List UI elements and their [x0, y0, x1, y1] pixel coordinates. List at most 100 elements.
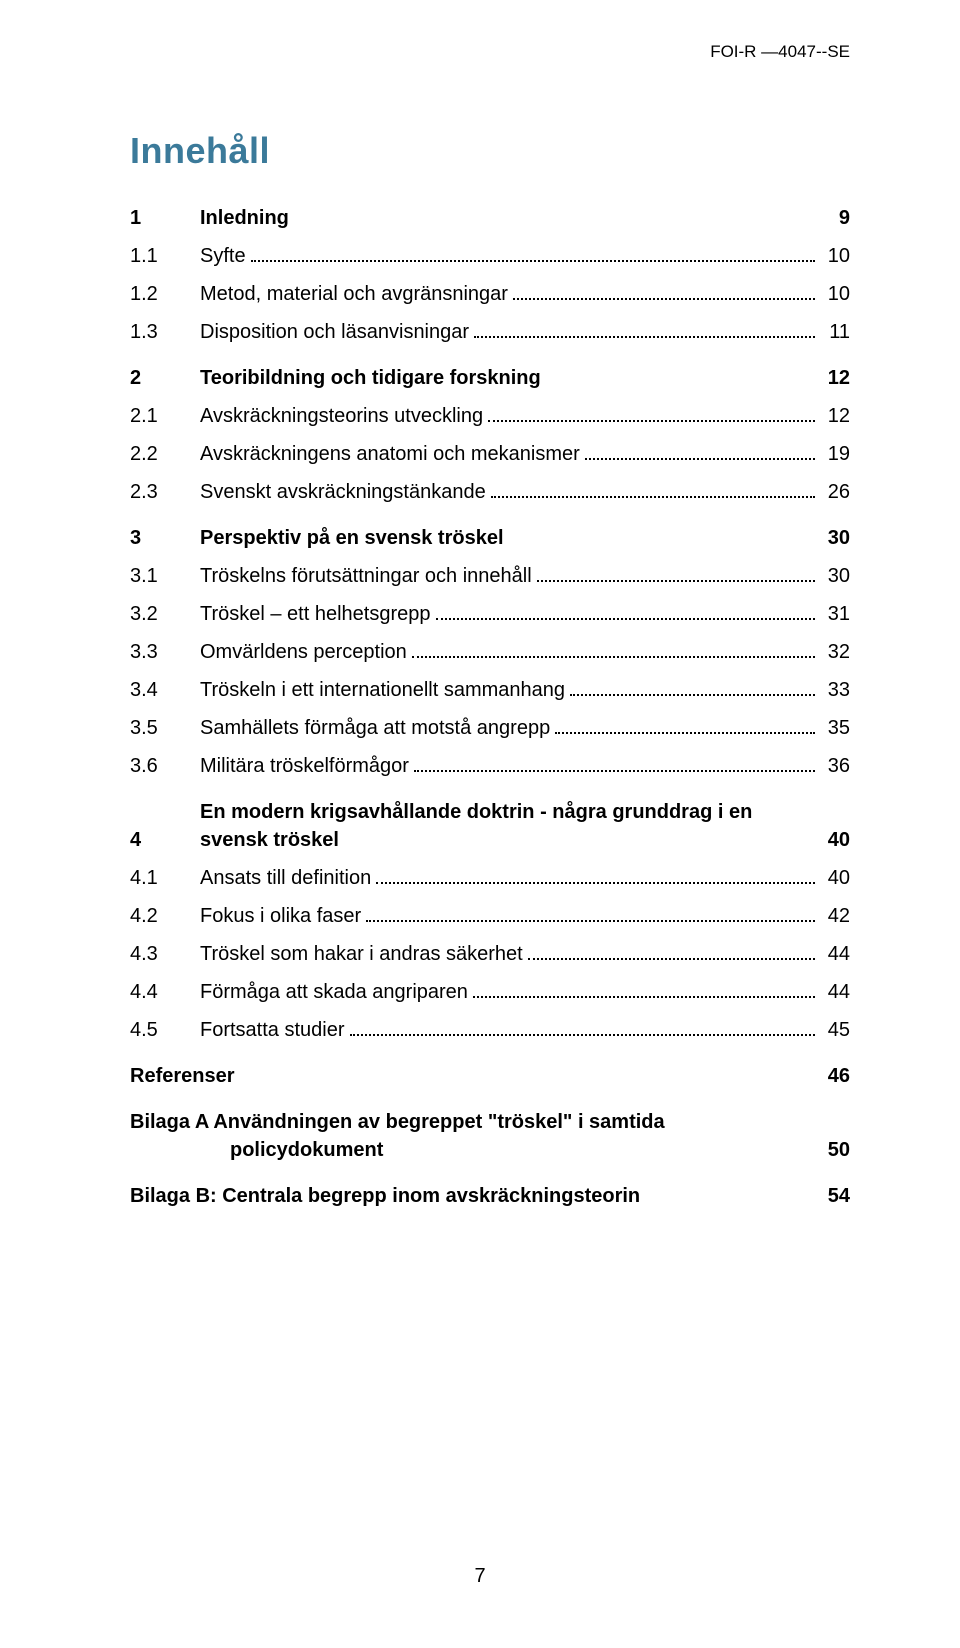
toc-leader [350, 1034, 815, 1036]
toc-section-label: En modern krigsavhållande doktrin - någr… [200, 798, 752, 854]
toc-page-number: 46 [820, 1062, 850, 1090]
toc-page-number: 11 [820, 318, 850, 346]
toc-entry: 3.2Tröskel – ett helhetsgrepp31 [130, 600, 850, 628]
toc-entry: 4.5Fortsatta studier 45 [130, 1016, 850, 1044]
toc-subsection-label: Avskräckningsteorins utveckling [200, 402, 483, 430]
toc-page-number: 40 [820, 826, 850, 854]
toc-subsection-label: Metod, material och avgränsningar [200, 280, 508, 308]
toc-entry: 1.3Disposition och läsanvisningar 11 [130, 318, 850, 346]
toc-page-number: 42 [820, 902, 850, 930]
toc-entry: 4.2Fokus i olika faser42 [130, 902, 850, 930]
toc-page-number: 26 [820, 478, 850, 506]
toc-page-number: 30 [820, 524, 850, 552]
toc-subsection-number: 4.5 [130, 1016, 200, 1044]
toc-leader [376, 882, 815, 884]
toc-subsection-number: 1.1 [130, 242, 200, 270]
page-number: 7 [0, 1565, 960, 1588]
toc-entry: 1.2Metod, material och avgränsningar 10 [130, 280, 850, 308]
toc-leader [473, 996, 815, 998]
toc-entry: 3Perspektiv på en svensk tröskel 30 [130, 524, 850, 552]
toc-title: Innehåll [130, 130, 850, 172]
toc-leader [474, 336, 815, 338]
toc-entry: 4.1Ansats till definition 40 [130, 864, 850, 892]
toc-entry: 2Teoribildning och tidigare forskning 12 [130, 364, 850, 392]
toc-leader [366, 920, 815, 922]
toc-subsection-label: Omvärldens perception [200, 638, 407, 666]
toc-subsection-label: Avskräckningens anatomi och mekanismer [200, 440, 580, 468]
toc-leader [528, 958, 815, 960]
toc-container: Innehåll 1Inledning9 1.1Syfte10 1.2Metod, … [0, 0, 960, 1210]
toc-leader [570, 694, 815, 696]
toc-entry: 3.5Samhällets förmåga att motstå angrepp… [130, 714, 850, 742]
toc-subsection-label: Disposition och läsanvisningar [200, 318, 469, 346]
toc-entry: 4.4Förmåga att skada angriparen44 [130, 978, 850, 1006]
toc-leader [414, 770, 815, 772]
toc-subsection-number: 3.3 [130, 638, 200, 666]
header-report-code: FOI-R —4047--SE [710, 42, 850, 62]
toc-subsection-label: Tröskelns förutsättningar och innehåll [200, 562, 532, 590]
toc-entry: 2.2Avskräckningens anatomi och mekanisme… [130, 440, 850, 468]
toc-entry: 2.3Svenskt avskräckningstänkande26 [130, 478, 850, 506]
toc-page-number: 35 [820, 714, 850, 742]
toc-subsection-label: Militära tröskelförmågor [200, 752, 409, 780]
toc-subsection-label: Samhällets förmåga att motstå angrepp [200, 714, 550, 742]
toc-leader [537, 580, 815, 582]
toc-leader [251, 260, 815, 262]
toc-subsection-number: 2.2 [130, 440, 200, 468]
toc-entry: 2.1Avskräckningsteorins utveckling 12 [130, 402, 850, 430]
toc-page-number: 45 [820, 1016, 850, 1044]
toc-page-number: 54 [820, 1182, 850, 1210]
toc-subsection-label: Fortsatta studier [200, 1016, 345, 1044]
toc-page-number: 33 [820, 676, 850, 704]
toc-leader [585, 458, 815, 460]
toc-page-number: 10 [820, 242, 850, 270]
toc-entry: 1Inledning9 [130, 204, 850, 232]
toc-subsection-number: 3.5 [130, 714, 200, 742]
toc-entry: 1.1Syfte10 [130, 242, 850, 270]
toc-subsection-number: 4.1 [130, 864, 200, 892]
toc-page-number: 12 [820, 364, 850, 392]
toc-entry: Bilaga A Användningen av begreppet "trös… [130, 1108, 850, 1164]
toc-subsection-number: 3.4 [130, 676, 200, 704]
toc-page-number: 19 [820, 440, 850, 468]
toc-page-number: 30 [820, 562, 850, 590]
toc-section-number: 3 [130, 524, 200, 552]
toc-subsection-number: 1.2 [130, 280, 200, 308]
toc-page-number: 12 [820, 402, 850, 430]
toc-entry: 3.4Tröskeln i ett internationellt samman… [130, 676, 850, 704]
toc-subsection-number: 2.1 [130, 402, 200, 430]
toc-section-number: 4 [130, 826, 200, 854]
toc-subsection-label: Ansats till definition [200, 864, 371, 892]
toc-subsection-label: Tröskel som hakar i andras säkerhet [200, 940, 523, 968]
toc-subsection-number: 1.3 [130, 318, 200, 346]
toc-subsection-number: 2.3 [130, 478, 200, 506]
toc-section-number: 2 [130, 364, 200, 392]
toc-section-label: Perspektiv på en svensk tröskel [200, 524, 504, 552]
toc-page-number: 10 [820, 280, 850, 308]
toc-entry: 3.6Militära tröskelförmågor36 [130, 752, 850, 780]
toc-entry: 4En modern krigsavhållande doktrin - någ… [130, 798, 850, 854]
toc-page-number: 44 [820, 978, 850, 1006]
toc-page-number: 44 [820, 940, 850, 968]
toc-entry: 3.3Omvärldens perception 32 [130, 638, 850, 666]
toc-page-number: 31 [820, 600, 850, 628]
toc-page-number: 40 [820, 864, 850, 892]
toc-leader [513, 298, 815, 300]
toc-leader [491, 496, 815, 498]
toc-entry: Bilaga B: Centrala begrepp inom avskräck… [130, 1182, 850, 1210]
toc-section-number: 1 [130, 204, 200, 232]
toc-subsection-label: Fokus i olika faser [200, 902, 361, 930]
toc-section-label: Teoribildning och tidigare forskning [200, 364, 541, 392]
toc-subsection-label: Förmåga att skada angriparen [200, 978, 468, 1006]
toc-leader [412, 656, 815, 658]
toc-appendix-label: Bilaga A Användningen av begreppet "trös… [130, 1108, 665, 1164]
toc-section-label: Inledning [200, 204, 289, 232]
toc-section-label: Bilaga B: Centrala begrepp inom avskräck… [130, 1182, 640, 1210]
toc-entry: 3.1Tröskelns förutsättningar och innehål… [130, 562, 850, 590]
toc-page-number: 36 [820, 752, 850, 780]
toc-subsection-number: 4.3 [130, 940, 200, 968]
toc-entry: 4.3Tröskel som hakar i andras säkerhet 44 [130, 940, 850, 968]
toc-subsection-label: Tröskel – ett helhetsgrepp [200, 600, 431, 628]
toc-list: 1Inledning9 1.1Syfte10 1.2Metod, material … [130, 204, 850, 1210]
toc-page-number: 32 [820, 638, 850, 666]
